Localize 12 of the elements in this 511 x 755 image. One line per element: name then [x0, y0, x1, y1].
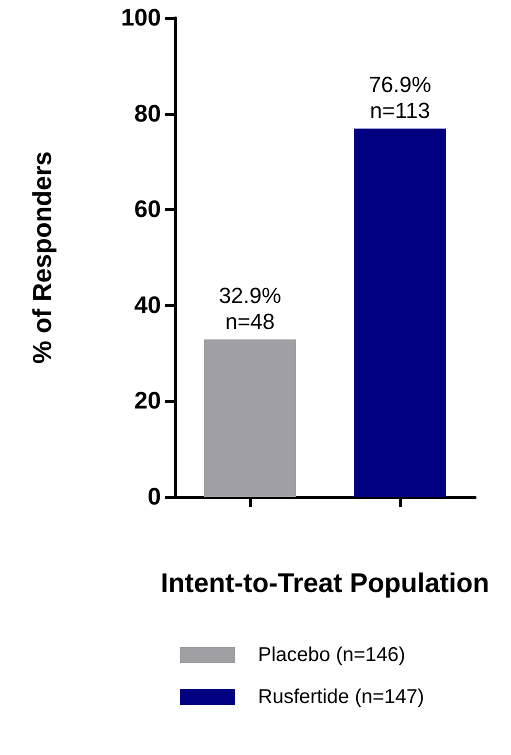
legend-label: Placebo (n=146) [258, 644, 406, 666]
y-tick-label: 60 [134, 196, 161, 224]
y-tick-label: 100 [120, 4, 161, 32]
legend-label: Rusfertide (n=147) [258, 686, 424, 708]
y-axis-title: % of Responders [27, 151, 57, 364]
y-tick-label: 20 [134, 388, 161, 415]
y-tick-label: 40 [134, 292, 161, 319]
data-label: 32.9% n=48 [218, 282, 282, 334]
y-tick-label: 0 [148, 484, 161, 510]
x-axis-title: Intent-to-Treat Population [160, 568, 490, 598]
y-tick-label: 80 [134, 100, 161, 128]
data-label: 76.9% n=113 [368, 72, 432, 124]
